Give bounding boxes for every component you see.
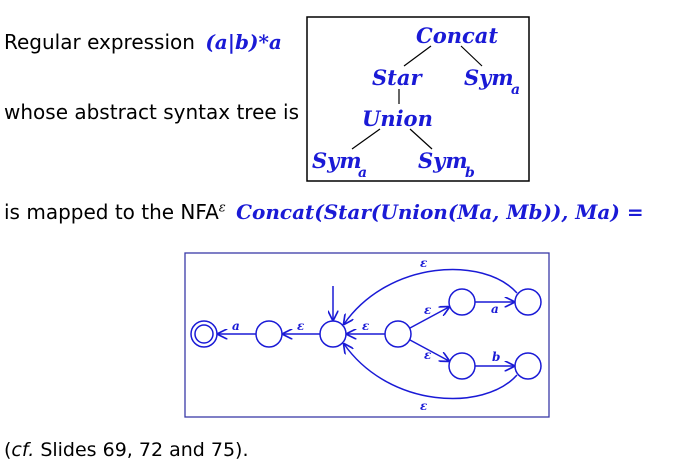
nfa-state-initial (319, 320, 347, 348)
nfa-mapping-label: is mapped to the NFA (4, 200, 219, 224)
nfa-label-eps-2: ε (362, 319, 370, 333)
regular-expression-label: Regular expression (4, 30, 195, 54)
nfa-state-a-start (448, 288, 476, 316)
nfa-edge-eps-up (409, 307, 449, 329)
line-regular-expression: Regular expression (a|b)*a (4, 30, 282, 54)
footnote-cf: cf. (11, 439, 35, 461)
ast-node-concat: Concat (416, 23, 498, 48)
nfa-edge-eps-top-loop (344, 268, 518, 324)
nfa-state-b-start (448, 352, 476, 380)
nfa-label-eps-down: ε (424, 348, 432, 362)
line-ast-intro: whose abstract syntax tree is (4, 100, 299, 124)
ast-node-sym-a-left: Sym (312, 148, 362, 173)
nfa-label-b-right: b (492, 350, 500, 364)
ast-frame (306, 16, 530, 182)
nfa-label-eps-top: ε (420, 256, 428, 270)
nfa-label-a-right: a (491, 302, 499, 316)
footnote: (cf. Slides 69, 72 and 75). (4, 439, 249, 461)
nfa-epsilon-superscript: ε (218, 200, 226, 216)
ast-node-union: Union (362, 106, 433, 131)
nfa-state-4 (384, 320, 412, 348)
nfa-label-a-left: a (232, 319, 240, 333)
nfa-label-eps-1: ε (297, 319, 305, 333)
nfa-edge-eps-bottom-loop (344, 344, 518, 400)
nfa-frame (184, 252, 550, 418)
nfa-state-b-end (514, 352, 542, 380)
regex-formula: (a|b)*a (205, 30, 282, 54)
ast-node-star: Star (372, 65, 423, 90)
nfa-formula: Concat(Star(Union(Ma, Mb)), Ma) = (236, 200, 644, 224)
ast-node-sym-a-left-subscript: a (358, 165, 367, 181)
ast-node-sym-b: Sym (418, 148, 468, 173)
ast-node-sym-a-top: Sym (464, 65, 514, 90)
nfa-label-eps-bottom: ε (420, 399, 428, 413)
nfa-state-final-inner (194, 324, 214, 344)
footnote-text: Slides 69, 72 and 75). (40, 439, 249, 461)
nfa-edge-eps-down (409, 339, 449, 361)
ast-node-sym-a-top-subscript: a (511, 82, 520, 98)
nfa-label-eps-up: ε (424, 303, 432, 317)
nfa-diagram: a ε ε ε ε a b ε ε (184, 252, 550, 418)
line-nfa-mapping: is mapped to the NFAε Concat(Star(Union(… (4, 200, 644, 224)
nfa-state-a-end (514, 288, 542, 316)
ast-node-sym-b-subscript: b (465, 165, 475, 181)
nfa-state-2 (255, 320, 283, 348)
abstract-syntax-tree: Concat Star Sym a Union Sym a Sym b (306, 16, 530, 182)
ast-intro-label: whose abstract syntax tree is (4, 100, 300, 124)
